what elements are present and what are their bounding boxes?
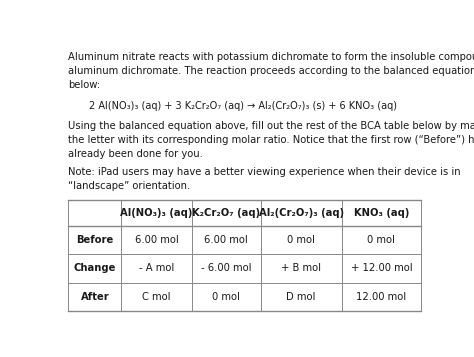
Text: 6.00 mol: 6.00 mol	[135, 235, 179, 245]
Text: - 6.00 mol: - 6.00 mol	[201, 263, 252, 273]
Text: 2 Al(NO₃)₃ (aq) + 3 K₂Cr₂O₇ (aq) → Al₂(Cr₂O₇)₃ (s) + 6 KNO₃ (aq): 2 Al(NO₃)₃ (aq) + 3 K₂Cr₂O₇ (aq) → Al₂(C…	[89, 101, 397, 111]
Text: KNO₃ (aq): KNO₃ (aq)	[354, 208, 409, 218]
Text: 0 mol: 0 mol	[212, 292, 240, 302]
Text: Al(NO₃)₃ (aq): Al(NO₃)₃ (aq)	[120, 208, 193, 218]
Text: 6.00 mol: 6.00 mol	[204, 235, 248, 245]
Text: Aluminum nitrate reacts with potassium dichromate to form the insoluble compound: Aluminum nitrate reacts with potassium d…	[68, 52, 474, 90]
Text: Change: Change	[73, 263, 116, 273]
Text: 12.00 mol: 12.00 mol	[356, 292, 407, 302]
Text: After: After	[81, 292, 109, 302]
Text: Al₂(Cr₂O₇)₃ (aq): Al₂(Cr₂O₇)₃ (aq)	[259, 208, 344, 218]
Text: 0 mol: 0 mol	[367, 235, 395, 245]
Text: K₂Cr₂O₇ (aq): K₂Cr₂O₇ (aq)	[192, 208, 260, 218]
Text: C mol: C mol	[142, 292, 171, 302]
Text: - A mol: - A mol	[139, 263, 174, 273]
Text: D mol: D mol	[286, 292, 316, 302]
Text: Using the balanced equation above, fill out the rest of the BCA table below by m: Using the balanced equation above, fill …	[68, 121, 474, 159]
Text: Before: Before	[76, 235, 113, 245]
Text: 0 mol: 0 mol	[287, 235, 315, 245]
Text: + 12.00 mol: + 12.00 mol	[351, 263, 412, 273]
Text: + B mol: + B mol	[281, 263, 321, 273]
Text: Note: iPad users may have a better viewing experience when their device is in
“l: Note: iPad users may have a better viewi…	[68, 166, 461, 191]
